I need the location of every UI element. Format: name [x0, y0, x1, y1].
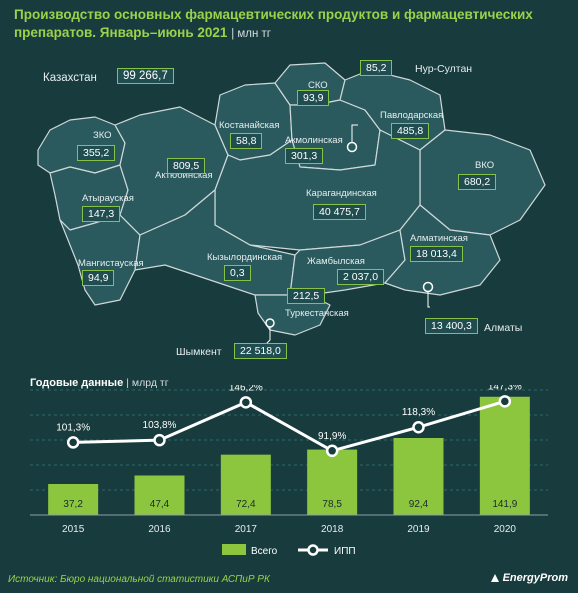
chart-subtitle: Годовые данные | млрд тг — [30, 377, 169, 389]
label-kyzylorda: Кызылординская — [207, 252, 283, 263]
bar-2017 — [220, 454, 271, 515]
value-pavlodar: 485,8 — [391, 123, 430, 139]
ipp-label-2015: 101,3% — [56, 422, 90, 433]
label-karaganda: Карагандинская — [306, 188, 377, 199]
label-shymkent: Шымкент — [176, 346, 222, 358]
bar-2016 — [134, 475, 185, 515]
chart-x-ticks: 2015 2016 2017 2018 2019 2020 — [30, 514, 548, 535]
bar-label-2017: 72,4 — [236, 499, 256, 510]
label-atyrau: Атырауская — [82, 193, 134, 204]
ipp-point-2019 — [412, 420, 425, 434]
value-karaganda: 40 475,7 — [313, 204, 366, 220]
ipp-point-2015 — [66, 436, 80, 449]
logo-text: EnergyProm — [502, 572, 568, 584]
ipp-point-2020 — [498, 395, 512, 408]
legend-bar-label: Всего — [251, 546, 278, 557]
chart-grid — [30, 389, 548, 516]
bar-2015 — [48, 484, 99, 515]
x-tick-2020: 2020 — [494, 524, 517, 535]
value-shymkent: 22 518,0 — [234, 343, 287, 359]
value-aktobe: 809,5 — [167, 158, 206, 174]
map-region-mangistau — [59, 214, 141, 306]
x-tick-2015: 2015 — [62, 524, 85, 535]
value-turkestan: 212,5 — [287, 288, 326, 304]
leader-almaty — [427, 291, 430, 308]
ipp-point-2018 — [325, 444, 339, 458]
title-unit: | млн тг — [231, 28, 271, 40]
x-tick-2018: 2018 — [321, 524, 344, 535]
legend-bar-swatch — [222, 544, 246, 555]
value-almaty-region: 18 013,4 — [410, 246, 463, 262]
logo-icon — [490, 574, 499, 583]
chart-legend: Всего ИПП — [222, 544, 356, 557]
value-mangistau: 94,9 — [82, 270, 115, 286]
total-label: Казахстан — [43, 72, 97, 84]
label-sko: СКО — [308, 80, 328, 91]
bar-label-2019: 92,4 — [409, 499, 429, 510]
ipp-label-2020: 147,3% — [488, 385, 522, 392]
label-aktobe: Актюбинская — [155, 170, 213, 181]
ipp-label-2018: 91,9% — [318, 431, 346, 442]
bar-label-2015: 37,2 — [63, 499, 83, 510]
page-title: Производство основных фармацевтических п… — [14, 6, 569, 43]
legend-line-marker — [307, 544, 319, 556]
value-akmola: 301,3 — [285, 148, 324, 164]
value-almaty-city: 13 400,3 — [425, 318, 478, 334]
ipp-label-2017: 146,2% — [229, 385, 263, 393]
label-turkestan: Туркестанская — [285, 308, 349, 319]
x-tick-2017: 2017 — [235, 524, 258, 535]
bar-2019 — [393, 438, 444, 515]
source-note: Источник: Бюро национальной статистики А… — [8, 574, 270, 585]
ipp-label-2016: 103,8% — [143, 420, 177, 431]
label-almaty-region: Алматинская — [410, 233, 468, 244]
ipp-point-2017 — [239, 396, 253, 409]
value-vko: 680,2 — [458, 174, 497, 190]
bar-2020 — [479, 396, 530, 515]
chart-line: 101,3% 103,8% 146,2% 91,9% 118,3% 147,3% — [56, 385, 522, 458]
ipp-point-2016 — [153, 433, 166, 447]
ipp-label-2019: 118,3% — [402, 407, 435, 418]
kazakhstan-map — [37, 62, 546, 349]
chart-bars: 37,2 47,4 72,4 78,5 92,4 141,9 — [48, 396, 530, 515]
legend-line-label: ИПП — [334, 546, 356, 557]
leader-nursultan — [351, 124, 358, 143]
chart-subtitle-text: Годовые данные — [30, 377, 124, 389]
bar-label-2016: 47,4 — [150, 499, 170, 510]
bar-label-2020: 141,9 — [492, 499, 517, 510]
chart-subtitle-unit: | млрд тг — [126, 377, 169, 389]
label-nursultan: Нур-Султан — [415, 63, 473, 75]
energyprom-logo: EnergyProm — [490, 572, 568, 584]
annual-chart: 37,2 47,4 72,4 78,5 92,4 141,9 101,3% 103,8% 14… — [30, 385, 548, 557]
label-zhambyl: Жамбылская — [307, 256, 365, 267]
value-atyrau: 147,3 — [82, 206, 121, 222]
value-zhambyl: 2 037,0 — [337, 269, 385, 285]
label-akmola: Акмолинская — [285, 135, 343, 146]
value-nursultan: 85,2 — [360, 60, 393, 76]
value-sko: 93,9 — [297, 90, 330, 106]
total-value: 99 266,7 — [117, 68, 174, 84]
value-kyzylorda: 0,3 — [224, 265, 251, 281]
ipp-line — [73, 399, 506, 453]
x-tick-2016: 2016 — [148, 524, 171, 535]
label-mangistau: Мангистауская — [78, 258, 144, 269]
value-zko: 355,2 — [77, 145, 116, 161]
label-pavlodar: Павлодарская — [380, 110, 444, 121]
label-almaty-city: Алматы — [484, 322, 523, 334]
x-tick-2019: 2019 — [407, 524, 430, 535]
bar-2018 — [307, 449, 358, 515]
label-zko: ЗКО — [93, 130, 112, 141]
bar-label-2018: 78,5 — [322, 499, 342, 510]
label-vko: ВКО — [475, 160, 495, 171]
value-kostanay: 58,8 — [230, 133, 263, 149]
label-kostanay: Костанайская — [219, 120, 280, 131]
title-text: Производство основных фармацевтических п… — [14, 7, 533, 40]
